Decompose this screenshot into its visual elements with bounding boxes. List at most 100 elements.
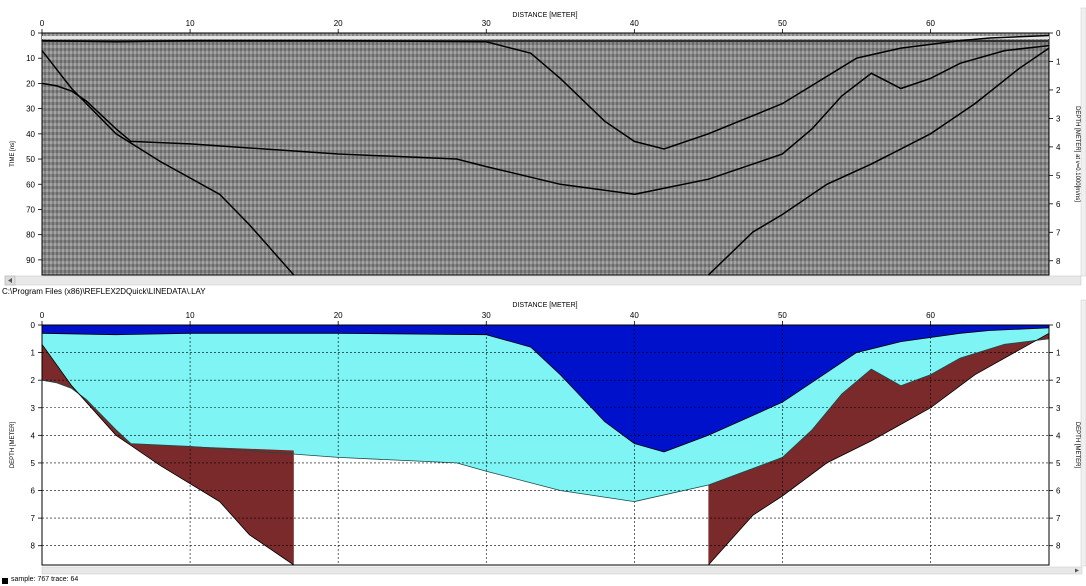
radargram-interface-point: [707, 133, 710, 135]
layer-model-y-axis-title: DEPTH [METER]: [10, 422, 16, 469]
layer-boundary-line: [41, 327, 1050, 453]
radargram-interface-point: [530, 52, 532, 54]
radargram-x-tick-label: 0: [40, 19, 45, 28]
radargram-interface-point: [1048, 34, 1050, 37]
radargram-interface-point: [663, 148, 665, 150]
radargram-interface-point: [604, 120, 606, 122]
radargram-interface-point: [959, 62, 961, 64]
layer-model-x-axis-title: DISTANCE [METER]: [512, 302, 577, 309]
layer-model-boundaries: [41, 327, 1050, 566]
radargram-interface-point: [900, 87, 902, 90]
radargram-interface-point: [485, 166, 487, 168]
layer-model-right-tick-label: 5: [1056, 459, 1061, 468]
layer-model-y-tick-label: 0: [31, 321, 36, 330]
scroll-right-arrow-icon[interactable]: [1075, 568, 1079, 573]
status-text: sample: 767 trace: 64: [11, 576, 79, 583]
layer-model-x-tick-label: 20: [334, 311, 343, 320]
status-color-swatch: [2, 578, 8, 584]
radargram-interface-point: [974, 103, 976, 105]
layer-model-right-tick-label: 4: [1056, 431, 1061, 440]
layer-model-areas: [42, 325, 1049, 565]
radargram-interface-point: [85, 100, 87, 102]
layer-model-right-axis-title: DEPTH [METER]: [1074, 422, 1080, 469]
radargram-interface-point: [115, 41, 117, 43]
radargram-interface-point: [707, 274, 710, 276]
radargram-interface-point: [559, 183, 561, 185]
layer-boundary-line: [41, 338, 1050, 503]
layer-model-x-tick-label: 10: [186, 311, 195, 320]
layer-model-grid: [42, 325, 1049, 565]
radargram-interface-point: [1048, 47, 1050, 49]
radargram-plot: [42, 33, 1049, 275]
radargram-y-tick-label: 50: [26, 155, 35, 164]
layer-model-x-tick-label: 40: [630, 311, 639, 320]
radargram-interface-point: [41, 40, 43, 42]
radargram-interface-point: [900, 47, 902, 49]
radargram-interface-point: [189, 40, 191, 42]
radargram-depth-tick-label: 5: [1056, 171, 1061, 180]
layer-model-panel: 0 10 20 30 40 50 60 0 1 2 3 4 5 6 7 8 0 1 2 3 4 5 6 7 8 DISTANCE…: [0, 298, 1086, 576]
layer-model-x-tick-label: 50: [778, 311, 787, 320]
layer-model-scrollbar[interactable]: [41, 566, 1083, 575]
radargram-interface-point: [855, 57, 858, 59]
water-layer: [42, 325, 1049, 452]
radargram-ticks: 0 10 20 30 40 50 60 0 10 20 30 40 50 60 70 80 90 0 1 2 3 4 5 6 7…: [26, 19, 1061, 266]
layer-model-y-tick-label: 8: [31, 542, 36, 551]
radargram-interface-point: [41, 50, 43, 52]
radargram-x-tick-label: 10: [186, 19, 195, 28]
radargram-x-tick-label: 60: [926, 19, 935, 28]
radargram-interface-point: [841, 95, 843, 97]
file-path-label: C:\Program Files (x86)\REFLEX2DQuick\LIN…: [2, 287, 206, 296]
radargram-interface-point: [337, 153, 339, 155]
radargram-interface-point: [115, 128, 117, 130]
radargram-interface-point: [811, 128, 813, 130]
radargram-interface-point: [826, 183, 828, 185]
radargram-y-tick-label: 80: [26, 231, 35, 240]
radargram-y-tick-label: 70: [26, 205, 35, 214]
radargram-interface-point: [870, 72, 872, 74]
radargram-interface-point: [870, 163, 872, 165]
layer-model-right-tick-label: 7: [1056, 514, 1061, 523]
layer-model-x-tick-label: 0: [40, 311, 45, 320]
radargram-interface-point: [781, 213, 784, 216]
radargram-right-axis-title: DEPTH [METER] at v=0.1000[m/ns]: [1074, 106, 1080, 202]
radargram-depth-tick-label: 6: [1056, 200, 1061, 209]
radargram-y-tick-label: 90: [26, 256, 35, 265]
layer-model-y-tick-label: 6: [31, 487, 36, 496]
radargram-depth-tick-label: 1: [1056, 57, 1061, 66]
layer-model-y-tick-label: 5: [31, 459, 36, 468]
radargram-interface-point: [293, 274, 295, 276]
layer-model-right-tick-label: 8: [1056, 542, 1061, 551]
radargram-interface-point: [781, 103, 784, 105]
radargram-interface-point: [159, 161, 162, 163]
radargram-interface-point: [337, 40, 339, 42]
bedrock-right: [708, 333, 1049, 565]
radargram-interface-point: [456, 158, 458, 160]
radargram-interface-point: [959, 40, 961, 42]
radargram-interface-point: [989, 37, 991, 39]
radargram-depth-tick-label: 3: [1056, 114, 1061, 123]
radargram-interface-point: [781, 153, 784, 155]
radargram-y-tick-label: 30: [26, 105, 35, 114]
radargram-panel: 0 10 20 30 40 50 60 0 10 20 30 40 50 60 70 80 90 0 1 2 3 4 5 6 7…: [0, 0, 1086, 287]
layer-model-y-tick-label: 7: [31, 514, 36, 523]
radargram-interface-point: [71, 87, 73, 90]
radargram-interface-point: [219, 193, 221, 195]
radargram-interface-point: [633, 140, 636, 142]
radargram-x-tick-label: 30: [482, 19, 491, 28]
sediment-layer: [42, 327, 1049, 502]
radargram-depth-tick-label: 7: [1056, 228, 1061, 237]
radargram-depth-tick-label: 0: [1056, 29, 1061, 38]
layer-model-right-tick-label: 3: [1056, 404, 1061, 413]
layer-model-y-tick-label: 2: [31, 376, 36, 385]
layer-model-x-tick-label: 60: [926, 311, 935, 320]
radargram-scrollbar[interactable]: [4, 275, 1082, 286]
radargram-interface-point: [189, 143, 191, 145]
radargram-interface-point: [1018, 67, 1021, 69]
layer-boundary-line: [708, 332, 1050, 566]
radargram-interface-point: [1048, 45, 1050, 47]
radargram-interface-point: [559, 77, 561, 79]
radargram-y-tick-label: 20: [26, 79, 35, 88]
scroll-left-arrow-icon[interactable]: [8, 278, 12, 283]
radargram-x-tick-label: 20: [334, 19, 343, 28]
